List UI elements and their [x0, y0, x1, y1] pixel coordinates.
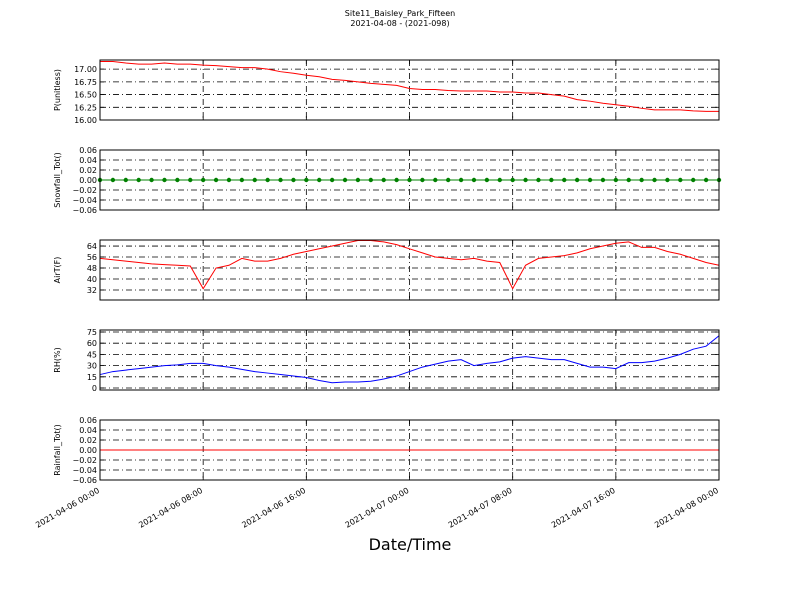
y-tick-label: 0.04 [79, 156, 97, 165]
y-tick-label: −0.04 [72, 466, 97, 475]
y-tick-label: 17.00 [74, 65, 97, 74]
data-line [99, 240, 720, 290]
y-tick-label: 60 [87, 339, 97, 348]
data-point [600, 177, 606, 183]
data-point [213, 177, 219, 183]
y-tick-label: 16.00 [74, 116, 97, 125]
data-line [99, 335, 720, 384]
data-point [200, 177, 206, 183]
data-point [523, 177, 528, 183]
x-axis-label: Date/Time [369, 535, 452, 554]
y-tick-label: 0 [92, 384, 97, 393]
data-point [562, 177, 567, 183]
y-axis-label: RH(%) [53, 347, 62, 372]
plot-frame [99, 239, 720, 301]
data-point [175, 177, 180, 183]
data-point [510, 177, 515, 183]
figure-subtitle: 2021-04-08 - (2021-098) [350, 19, 449, 28]
data-point [123, 177, 128, 183]
data-point [420, 177, 425, 183]
y-tick-label: 0.00 [79, 446, 97, 455]
data-point [304, 177, 309, 183]
data-point [136, 177, 141, 183]
y-axis-label: AirT(F) [53, 257, 62, 284]
y-tick-label: 16.25 [74, 103, 97, 112]
data-point [162, 177, 167, 183]
y-tick-label: −0.02 [72, 186, 97, 195]
data-point [278, 177, 283, 183]
y-tick-label: 16.75 [74, 78, 97, 87]
data-point [587, 177, 593, 183]
data-point [536, 177, 541, 183]
y-tick-label: 16.50 [74, 91, 97, 100]
data-point [407, 177, 412, 183]
y-tick-label: 40 [87, 275, 97, 284]
y-tick-label: 75 [87, 328, 97, 337]
data-point [484, 177, 490, 183]
data-point [626, 177, 631, 183]
data-point [678, 177, 683, 183]
data-point [497, 177, 502, 183]
plot-frame [99, 329, 720, 391]
y-axis-label: Snowfall_Tot() [53, 152, 62, 208]
data-point [665, 177, 670, 183]
data-point [381, 177, 386, 183]
y-axis-label: Rainfall_Tot() [53, 424, 62, 476]
y-tick-label: 0.06 [79, 146, 97, 155]
y-tick-label: 0.00 [79, 176, 97, 185]
data-point [574, 177, 580, 183]
y-tick-label: −0.02 [72, 456, 97, 465]
plot-frame [99, 149, 720, 211]
data-point [639, 177, 644, 183]
y-tick-label: −0.06 [72, 476, 97, 485]
data-point [549, 177, 554, 183]
y-tick-label: 0.02 [79, 436, 97, 445]
y-axis-label: P(unitless) [53, 69, 62, 111]
data-point [317, 177, 322, 183]
figure-title: Site11_Baisley_Park_Fifteen [345, 9, 455, 18]
data-point [291, 177, 296, 183]
data-point [110, 177, 116, 183]
y-tick-label: 56 [87, 253, 97, 262]
data-point [226, 177, 232, 183]
data-point [458, 177, 464, 183]
y-tick-label: 48 [87, 264, 97, 273]
y-tick-label: 0.04 [79, 426, 97, 435]
data-point [471, 177, 477, 183]
data-point [329, 177, 335, 183]
y-tick-label: 32 [87, 286, 97, 295]
data-point [433, 177, 438, 183]
plot-frame [99, 419, 720, 481]
data-point [368, 177, 374, 183]
y-tick-label: −0.06 [72, 206, 97, 215]
data-point [265, 177, 270, 183]
y-tick-label: 30 [87, 362, 97, 371]
data-point [394, 177, 399, 183]
data-point [355, 177, 361, 183]
data-point [252, 177, 257, 183]
y-tick-label: −0.04 [72, 196, 97, 205]
y-tick-label: 45 [87, 350, 97, 359]
data-point [652, 177, 657, 183]
y-tick-label: 15 [87, 373, 97, 382]
data-point [445, 177, 451, 183]
y-tick-label: 0.06 [79, 416, 97, 425]
data-point [703, 177, 709, 183]
data-point [691, 177, 696, 183]
data-point [149, 177, 154, 183]
y-tick-label: 64 [87, 242, 97, 251]
data-point [239, 177, 245, 183]
plot-frame [99, 59, 720, 121]
y-tick-label: 0.02 [79, 166, 97, 175]
data-point [613, 177, 619, 183]
data-line [100, 61, 719, 112]
data-point [342, 177, 348, 183]
data-point [188, 177, 193, 183]
